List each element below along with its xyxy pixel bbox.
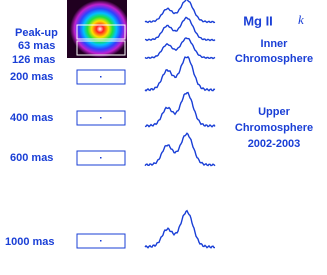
- center-dots: [100, 76, 102, 242]
- row-label: 126 mas: [12, 54, 55, 66]
- aperture-box: [76, 24, 126, 40]
- peakup-label: Peak-up: [15, 27, 58, 39]
- line-profile: [144, 16, 216, 42]
- center-dot: [100, 240, 102, 242]
- center-dot: [100, 117, 102, 119]
- aperture-box: [76, 110, 126, 126]
- center-dot: [100, 76, 102, 78]
- line-title: k: [298, 12, 304, 27]
- aperture-box: [76, 40, 126, 56]
- row-label: 1000 mas: [5, 236, 55, 248]
- aperture-box: [76, 233, 126, 249]
- inner-label: Inner: [261, 38, 289, 50]
- aperture-boxes: [76, 24, 126, 249]
- upper-label: Upper: [258, 106, 291, 118]
- line-profile: [144, 55, 216, 92]
- row-label: 600 mas: [10, 152, 53, 164]
- aperture-box: [76, 69, 126, 85]
- line-profile: [144, 209, 215, 249]
- ion-title: Mg II: [243, 13, 273, 28]
- line-profile: [144, 91, 216, 128]
- upper-label: 2002-2003: [248, 138, 301, 150]
- line-profile: [144, 132, 216, 167]
- inner-label: Chromosphere: [235, 53, 313, 65]
- center-dot: [100, 157, 102, 159]
- line-profile: [144, 0, 216, 24]
- row-label: 63 mas: [18, 40, 55, 52]
- line-profiles: [144, 0, 216, 249]
- aperture-box: [76, 150, 126, 166]
- line-profile: [144, 37, 216, 60]
- row-label: 200 mas: [10, 71, 53, 83]
- row-label: 400 mas: [10, 112, 53, 124]
- upper-label: Chromosphere: [235, 122, 313, 134]
- peakup-image: [67, 0, 127, 58]
